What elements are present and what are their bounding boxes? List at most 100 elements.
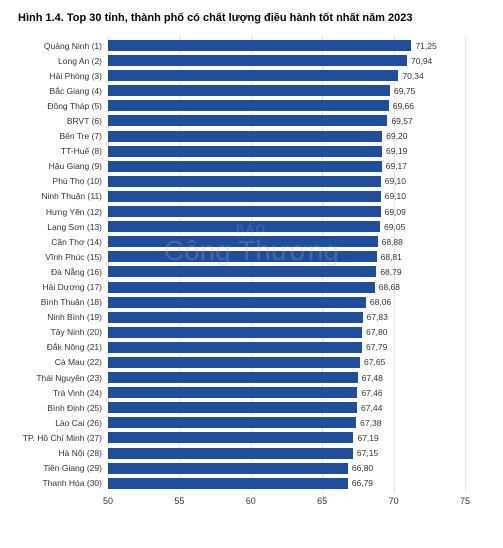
bar-value: 66,79 [348, 478, 373, 488]
bar-value: 66,80 [348, 463, 373, 473]
bar: 68,06 [108, 297, 366, 308]
bar-label: Cà Mau (22) [18, 357, 108, 367]
bar: 68,81 [108, 251, 377, 262]
bar-row: Long An (2)70,94 [108, 54, 465, 67]
x-tick-label: 55 [174, 496, 184, 506]
bar: 69,09 [108, 206, 381, 217]
bar-value: 67,83 [363, 312, 388, 322]
bar-label: TT-Huế (8) [18, 146, 108, 156]
bar-label: TP. Hồ Chí Minh (27) [18, 433, 108, 443]
bar-label: Bắc Giang (4) [18, 86, 108, 96]
bar: 68,68 [108, 282, 375, 293]
bar: 69,19 [108, 146, 382, 157]
bar: 67,15 [108, 448, 353, 459]
bar: 70,34 [108, 70, 398, 81]
bar-label: Trà Vinh (24) [18, 388, 108, 398]
bar-label: BRVT (6) [18, 116, 108, 126]
bar-row: Cà Mau (22)67,65 [108, 356, 465, 369]
bar-value: 70,94 [407, 56, 432, 66]
bar-label: Hải Dương (17) [18, 282, 108, 292]
bar: 67,38 [108, 417, 356, 428]
bar-value: 69,19 [382, 146, 407, 156]
bar-row: Tây Ninh (20)67,80 [108, 326, 465, 339]
bar-value: 69,57 [387, 116, 412, 126]
bar-label: Lạng Sơn (13) [18, 222, 108, 232]
bar-value: 68,88 [378, 237, 403, 247]
bar-row: Cần Thơ (14)68,88 [108, 235, 465, 248]
bar-value: 67,79 [362, 342, 387, 352]
bar: 66,80 [108, 463, 348, 474]
bar: 69,05 [108, 221, 380, 232]
bar: 69,75 [108, 85, 390, 96]
bar-value: 68,79 [376, 267, 401, 277]
bar-row: Hải Dương (17)68,68 [108, 281, 465, 294]
bar-row: Đồng Tháp (5)69,66 [108, 99, 465, 112]
bar-label: Tây Ninh (20) [18, 327, 108, 337]
bar-row: Vĩnh Phúc (15)68,81 [108, 250, 465, 263]
bar: 69,17 [108, 161, 382, 172]
bar-value: 69,20 [382, 131, 407, 141]
bar-label: Đắk Nông (21) [18, 342, 108, 352]
bar-value: 67,48 [358, 373, 383, 383]
bars-container: Quảng Ninh (1)71,25Long An (2)70,94Hải P… [108, 39, 465, 490]
bar-row: Đắk Nông (21)67,79 [108, 341, 465, 354]
bar-value: 69,10 [381, 176, 406, 186]
bar-value: 68,81 [377, 252, 402, 262]
x-tick-label: 60 [246, 496, 256, 506]
x-tick-label: 75 [460, 496, 470, 506]
bar: 69,57 [108, 115, 387, 126]
bar-label: Ninh Thuận (11) [18, 191, 108, 201]
bar-label: Bến Tre (7) [18, 131, 108, 141]
bar-label: Thái Nguyên (23) [18, 373, 108, 383]
bar-label: Đà Nẵng (16) [18, 267, 108, 277]
bar-label: Quảng Ninh (1) [18, 41, 108, 51]
bar-value: 67,80 [362, 327, 387, 337]
bar-row: Bắc Giang (4)69,75 [108, 84, 465, 97]
bar-row: Lào Cai (26)67,38 [108, 416, 465, 429]
bar-value: 67,19 [353, 433, 378, 443]
bar: 67,65 [108, 357, 360, 368]
bar-label: Hậu Giang (9) [18, 161, 108, 171]
bar: 67,19 [108, 432, 353, 443]
bar-label: Cần Thơ (14) [18, 237, 108, 247]
bar: 68,88 [108, 236, 378, 247]
bar-row: Phú Thọ (10)69,10 [108, 175, 465, 188]
bar-row: Thái Nguyên (23)67,48 [108, 371, 465, 384]
bar-row: TT-Huế (8)69,19 [108, 145, 465, 158]
bar-row: Lạng Sơn (13)69,05 [108, 220, 465, 233]
bar: 71,25 [108, 40, 411, 51]
bar: 66,79 [108, 478, 348, 489]
x-tick-label: 65 [317, 496, 327, 506]
bar-value: 69,09 [381, 207, 406, 217]
bar-label: Phú Thọ (10) [18, 176, 108, 186]
bar-row: Đà Nẵng (16)68,79 [108, 265, 465, 278]
bar-value: 69,17 [382, 161, 407, 171]
bar-row: Hưng Yên (12)69,09 [108, 205, 465, 218]
bar-label: Thanh Hóa (30) [18, 478, 108, 488]
bar-label: Hưng Yên (12) [18, 207, 108, 217]
bar: 67,46 [108, 387, 357, 398]
bar-label: Long An (2) [18, 56, 108, 66]
bar-label: Hải Phòng (3) [18, 71, 108, 81]
bar: 68,79 [108, 266, 376, 277]
bar-row: Quảng Ninh (1)71,25 [108, 39, 465, 52]
bar-value: 69,66 [389, 101, 414, 111]
bar-row: Bến Tre (7)69,20 [108, 130, 465, 143]
bar-row: Trà Vinh (24)67,46 [108, 386, 465, 399]
x-axis: 505560657075 [108, 493, 465, 511]
bar: 69,66 [108, 100, 389, 111]
bar-label: Tiền Giang (29) [18, 463, 108, 473]
bar-label: Ninh Bình (19) [18, 312, 108, 322]
bar: 67,44 [108, 402, 357, 413]
bar: 67,83 [108, 312, 363, 323]
bar-value: 68,68 [375, 282, 400, 292]
chart-title: Hình 1.4. Top 30 tỉnh, thành phố có chất… [18, 12, 485, 24]
bar: 69,10 [108, 176, 381, 187]
bar-value: 67,15 [353, 448, 378, 458]
bar-label: Lào Cai (26) [18, 418, 108, 428]
bar: 69,20 [108, 131, 382, 142]
bar-value: 71,25 [411, 41, 436, 51]
chart-area: Quảng Ninh (1)71,25Long An (2)70,94Hải P… [18, 36, 485, 511]
bar-row: Tiền Giang (29)66,80 [108, 462, 465, 475]
bar-value: 68,06 [366, 297, 391, 307]
